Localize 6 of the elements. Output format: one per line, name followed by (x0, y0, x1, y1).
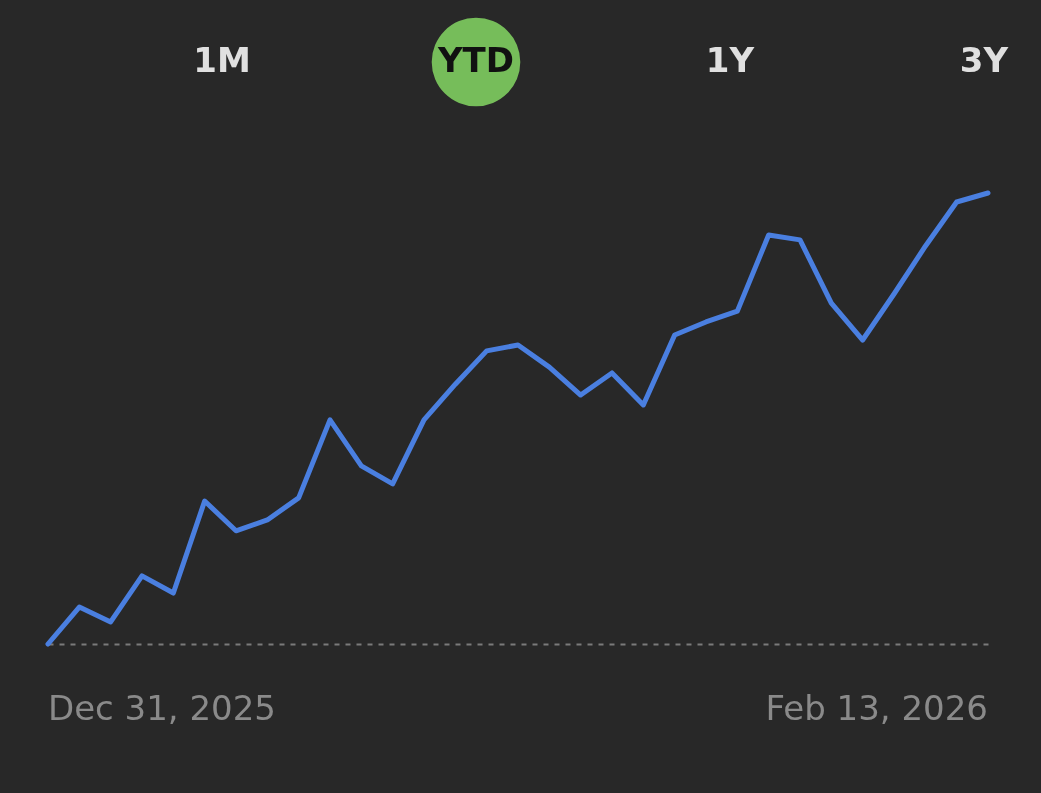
text: 3Y (959, 40, 1009, 80)
text: 1M (193, 40, 251, 80)
text: 1Y (705, 40, 755, 80)
text: Dec 31, 2025 (48, 688, 277, 728)
text: Feb 13, 2026 (765, 688, 988, 728)
text: YTD (436, 40, 515, 80)
